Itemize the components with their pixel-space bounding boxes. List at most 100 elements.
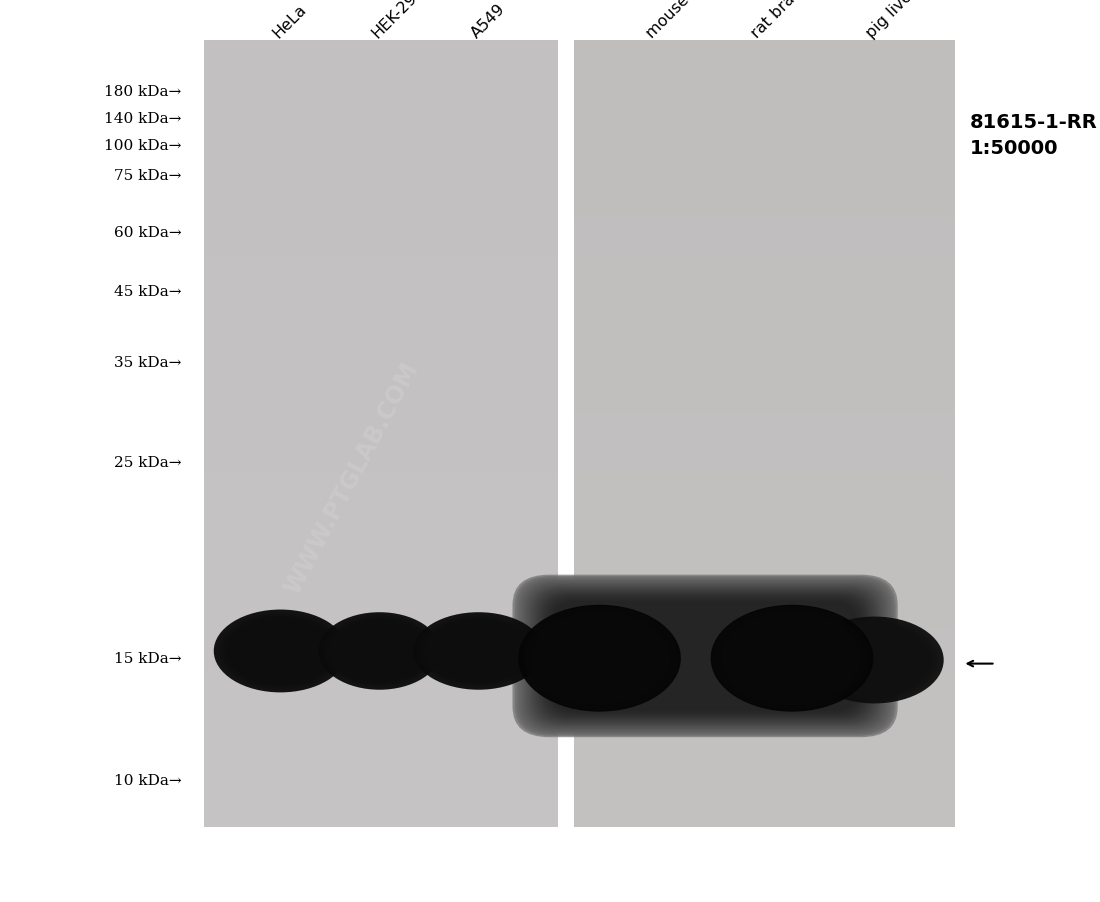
FancyBboxPatch shape <box>536 590 874 723</box>
FancyBboxPatch shape <box>540 593 870 720</box>
Ellipse shape <box>323 616 436 686</box>
Ellipse shape <box>429 622 528 680</box>
Ellipse shape <box>318 612 440 690</box>
Ellipse shape <box>813 621 936 699</box>
Ellipse shape <box>737 622 847 695</box>
Text: WWW.PTGLAB.COM: WWW.PTGLAB.COM <box>280 358 424 598</box>
Bar <box>204 474 558 492</box>
Ellipse shape <box>518 605 681 712</box>
Ellipse shape <box>715 608 869 709</box>
Ellipse shape <box>326 617 433 686</box>
Ellipse shape <box>431 623 526 679</box>
Ellipse shape <box>332 621 427 682</box>
Text: 180 kDa→: 180 kDa→ <box>104 85 182 99</box>
Bar <box>204 591 558 611</box>
Text: 75 kDa→: 75 kDa→ <box>114 169 182 183</box>
Ellipse shape <box>233 622 328 680</box>
Bar <box>204 414 558 434</box>
Bar <box>204 355 558 375</box>
Ellipse shape <box>719 611 865 706</box>
Ellipse shape <box>717 610 867 707</box>
Ellipse shape <box>525 610 674 707</box>
FancyBboxPatch shape <box>538 592 872 722</box>
Bar <box>574 198 955 217</box>
Bar <box>204 99 558 119</box>
Text: 10 kDa→: 10 kDa→ <box>114 773 182 787</box>
Bar <box>574 650 955 670</box>
Bar <box>204 434 558 454</box>
Ellipse shape <box>213 610 348 693</box>
Ellipse shape <box>327 618 432 685</box>
Bar <box>574 474 955 492</box>
Bar <box>574 454 955 474</box>
Bar <box>574 552 955 572</box>
Ellipse shape <box>415 613 542 689</box>
Ellipse shape <box>807 618 942 703</box>
Ellipse shape <box>538 618 661 699</box>
Ellipse shape <box>235 623 326 679</box>
Bar <box>574 277 955 296</box>
Ellipse shape <box>232 621 329 681</box>
Bar <box>204 454 558 474</box>
Ellipse shape <box>417 614 540 688</box>
Ellipse shape <box>531 613 668 704</box>
FancyBboxPatch shape <box>551 599 859 713</box>
Bar <box>574 394 955 414</box>
Bar <box>574 296 955 316</box>
Ellipse shape <box>219 613 342 689</box>
Ellipse shape <box>726 615 858 702</box>
FancyBboxPatch shape <box>519 579 891 733</box>
Ellipse shape <box>520 606 679 711</box>
Bar <box>204 709 558 729</box>
Ellipse shape <box>735 621 849 696</box>
Ellipse shape <box>321 614 437 688</box>
Text: HEK-293: HEK-293 <box>368 0 427 41</box>
Ellipse shape <box>815 622 934 698</box>
FancyBboxPatch shape <box>513 575 898 738</box>
Ellipse shape <box>223 615 338 687</box>
Bar <box>574 41 955 60</box>
Bar <box>204 257 558 277</box>
Ellipse shape <box>328 619 430 684</box>
Bar <box>204 787 558 807</box>
Bar <box>574 414 955 434</box>
Bar <box>574 787 955 807</box>
Bar <box>204 394 558 414</box>
Bar <box>574 512 955 532</box>
Ellipse shape <box>333 622 426 680</box>
Bar <box>574 139 955 159</box>
Bar <box>574 591 955 611</box>
Bar <box>574 749 955 769</box>
Bar <box>574 572 955 591</box>
FancyBboxPatch shape <box>531 587 879 725</box>
Ellipse shape <box>338 625 420 677</box>
Bar <box>204 769 558 787</box>
Bar <box>204 179 558 198</box>
Bar <box>204 749 558 769</box>
Text: mouse brain: mouse brain <box>644 0 726 41</box>
Bar <box>574 217 955 237</box>
Bar <box>204 375 558 394</box>
Bar <box>204 689 558 709</box>
Ellipse shape <box>811 621 938 700</box>
Bar <box>204 492 558 512</box>
Ellipse shape <box>422 618 535 685</box>
Ellipse shape <box>432 624 525 678</box>
Bar <box>574 179 955 198</box>
Bar <box>574 434 955 454</box>
Bar <box>204 80 558 99</box>
Bar <box>204 119 558 139</box>
Bar <box>204 729 558 749</box>
Ellipse shape <box>822 628 927 693</box>
Ellipse shape <box>522 608 676 709</box>
Bar <box>204 277 558 296</box>
FancyBboxPatch shape <box>525 583 886 729</box>
Bar <box>204 630 558 650</box>
Ellipse shape <box>428 621 529 682</box>
Bar <box>204 336 558 355</box>
Bar <box>574 237 955 257</box>
Bar <box>574 611 955 630</box>
Bar <box>574 532 955 552</box>
Bar <box>574 492 955 512</box>
Ellipse shape <box>230 620 331 683</box>
